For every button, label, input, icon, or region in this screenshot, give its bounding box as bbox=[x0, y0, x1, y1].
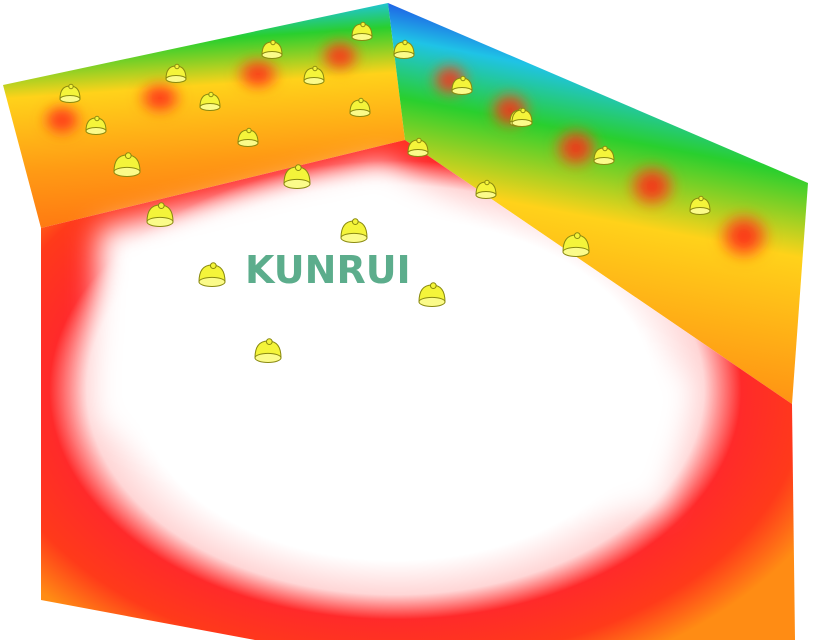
ceiling-lamp-icon bbox=[475, 179, 497, 199]
ceiling-lamp-icon bbox=[393, 39, 415, 59]
ceiling-lamp-icon bbox=[303, 65, 325, 85]
floor-illuminance-peak bbox=[98, 162, 690, 505]
ceiling-lamp-icon bbox=[340, 218, 368, 243]
ceiling-lamp-icon bbox=[689, 195, 711, 215]
ceiling-lamp-icon bbox=[237, 127, 259, 147]
ceiling-lamp-icon bbox=[562, 232, 590, 257]
ceiling-lamp-icon bbox=[593, 145, 615, 165]
ceiling-lamp-icon bbox=[254, 338, 282, 363]
ceiling-lamp-icon bbox=[261, 39, 283, 59]
ceiling-lamp-icon bbox=[283, 164, 311, 189]
ceiling-lamp-icon bbox=[407, 137, 429, 157]
ceiling-lamp-icon bbox=[113, 152, 141, 177]
ceiling-lamp-icon bbox=[451, 75, 473, 95]
ceiling-lamp-icon bbox=[85, 115, 107, 135]
ceiling-lamp-icon bbox=[349, 97, 371, 117]
ceiling-lamp-icon bbox=[165, 63, 187, 83]
ceiling-lamp-icon bbox=[351, 21, 373, 41]
ceiling-lamp-icon bbox=[199, 91, 221, 111]
luminaire-group bbox=[59, 21, 711, 363]
ceiling-lamp-icon bbox=[59, 83, 81, 103]
ceiling-lamp-icon bbox=[198, 262, 226, 287]
brand-watermark: KUNRUI bbox=[245, 248, 411, 292]
ceiling-lamp-icon bbox=[418, 282, 446, 307]
back-wall-heatmap bbox=[3, 3, 405, 228]
ceiling-lamp-icon bbox=[511, 107, 533, 127]
ceiling-lamp-icon bbox=[146, 202, 174, 227]
